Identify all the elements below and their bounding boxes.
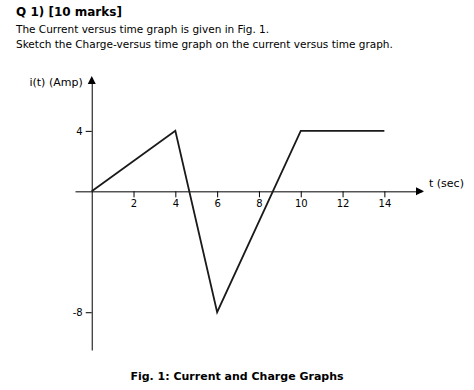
x-tick-label: 10 — [295, 198, 308, 209]
y-tick-mark — [86, 312, 92, 313]
y-axis: -8 4 — [73, 79, 92, 351]
x-tick: 2 — [131, 191, 137, 209]
x-tick: 8 — [256, 191, 262, 209]
y-axis-label: i(t) (Amp) — [29, 76, 82, 89]
x-tick: 14 — [379, 191, 392, 209]
x-tick-label: 12 — [337, 198, 350, 209]
x-tick: 10 — [295, 191, 308, 209]
subtitle: The Current versus time graph is given i… — [15, 23, 269, 35]
title: Q 1) [10 marks] — [16, 5, 122, 19]
x-tick: 6 — [214, 191, 220, 209]
x-tick-mark — [343, 191, 344, 197]
x-tick-label: 14 — [379, 198, 392, 209]
x-tick: 4 — [173, 191, 179, 209]
x-tick-mark — [217, 191, 218, 197]
y-axis-arrow — [88, 76, 96, 84]
x-tick-mark — [134, 191, 135, 197]
y-tick: 4 — [76, 126, 91, 137]
x-axis: 2 4 6 8 10 12 14 — [76, 191, 423, 209]
y-tick: -8 — [73, 307, 92, 318]
data-line — [92, 131, 385, 312]
y-tick-mark — [86, 131, 92, 132]
x-tick-mark — [301, 191, 302, 197]
x-tick-mark — [384, 191, 385, 197]
x-tick-label: 2 — [131, 198, 137, 209]
x-axis-line — [76, 191, 423, 192]
x-tick-label: 6 — [214, 198, 220, 209]
plot-area — [92, 131, 385, 312]
y-axis-line — [92, 79, 93, 351]
x-tick-mark — [259, 191, 260, 197]
caption: Fig. 1: Current and Charge Graphs — [130, 370, 344, 383]
x-axis-arrow — [416, 187, 424, 195]
x-tick-label: 8 — [256, 198, 262, 209]
x-tick-mark — [175, 191, 176, 197]
chart-container: Q 1) [10 marks] The Current versus time g… — [0, 0, 474, 390]
x-tick-label: 4 — [173, 198, 179, 209]
y-tick-label: -8 — [73, 307, 83, 318]
y-tick-label: 4 — [76, 126, 82, 137]
subtitle: Sketch the Charge-versus time graph on t… — [16, 38, 393, 50]
x-tick: 12 — [337, 191, 350, 209]
chart: Q 1) [10 marks] The Current versus time g… — [0, 0, 474, 390]
x-axis-label: t (sec) — [429, 177, 464, 190]
